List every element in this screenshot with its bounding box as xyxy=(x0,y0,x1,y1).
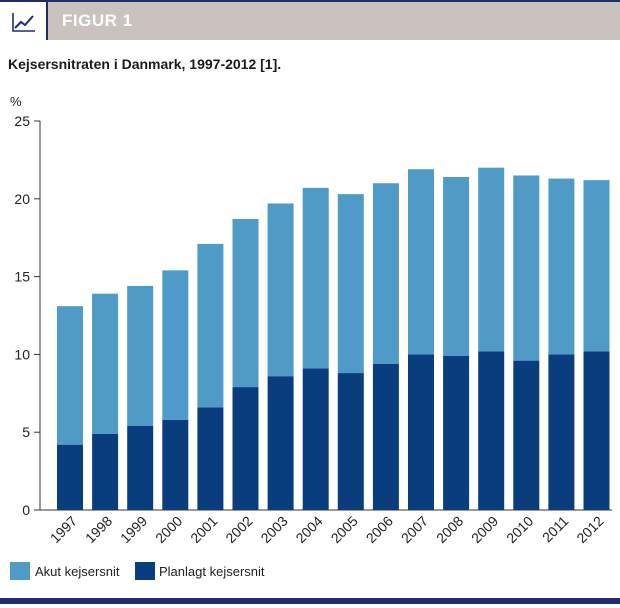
figure-header: FIGUR 1 xyxy=(0,0,620,40)
x-tick-label: 2008 xyxy=(433,513,466,546)
chart-subtitle: Kejsersnitraten i Danmark, 1997-2012 [1]… xyxy=(8,56,282,72)
bar-planlagt-2004 xyxy=(302,368,329,510)
x-tick-label: 2006 xyxy=(363,513,396,546)
x-tick-label: 1999 xyxy=(117,513,150,546)
x-tick-label: 2007 xyxy=(398,513,431,546)
bar-akut-2011 xyxy=(548,178,575,355)
bar-planlagt-2009 xyxy=(478,351,505,510)
bar-planlagt-2011 xyxy=(548,354,575,510)
bar-akut-2008 xyxy=(443,177,470,356)
bar-akut-2003 xyxy=(267,203,294,377)
bar-akut-2009 xyxy=(478,167,505,352)
x-tick-label: 2005 xyxy=(328,513,361,546)
bar-akut-2004 xyxy=(302,187,329,369)
bar-akut-2007 xyxy=(408,169,434,355)
bar-akut-2000 xyxy=(162,270,189,420)
y-tick-label: 5 xyxy=(22,424,30,440)
x-tick-label: 2012 xyxy=(573,513,606,546)
figure-title: FIGUR 1 xyxy=(62,11,133,30)
bar-planlagt-2005 xyxy=(337,373,364,510)
bar-planlagt-2000 xyxy=(162,419,189,510)
bar-akut-2012 xyxy=(583,180,610,352)
y-tick-label: 15 xyxy=(14,269,30,285)
bar-planlagt-2007 xyxy=(408,354,434,510)
x-tick-label: 1997 xyxy=(47,513,80,546)
footer-rule xyxy=(0,598,620,604)
y-axis-label: % xyxy=(10,94,22,109)
bar-planlagt-1998 xyxy=(92,433,119,510)
bar-planlagt-1999 xyxy=(127,425,154,510)
x-tick-label: 2002 xyxy=(222,513,255,546)
line-chart-icon xyxy=(0,2,48,40)
bar-planlagt-2006 xyxy=(372,363,399,510)
x-tick-label: 2003 xyxy=(257,513,290,546)
bar-planlagt-2010 xyxy=(513,360,540,510)
y-tick-label: 10 xyxy=(14,346,30,362)
bar-planlagt-2001 xyxy=(197,407,224,510)
legend-swatch-akut xyxy=(10,562,30,580)
bar-planlagt-1997 xyxy=(57,444,83,510)
bar-akut-1999 xyxy=(127,285,154,426)
y-tick-label: 0 xyxy=(22,502,30,518)
x-tick-label: 2004 xyxy=(292,513,325,546)
bar-planlagt-2012 xyxy=(583,351,610,510)
bar-planlagt-2002 xyxy=(232,387,259,510)
bar-akut-1998 xyxy=(92,293,119,434)
legend-swatch-planlagt xyxy=(135,562,155,580)
bar-akut-2001 xyxy=(197,243,224,408)
bar-planlagt-2003 xyxy=(267,376,294,510)
x-tick-label: 1998 xyxy=(82,513,115,546)
bar-akut-1997 xyxy=(57,306,83,445)
x-tick-label: 2001 xyxy=(187,513,220,546)
legend-label-akut: Akut kejsersnit xyxy=(35,564,120,579)
x-tick-label: 2009 xyxy=(468,513,501,546)
y-tick-label: 20 xyxy=(14,191,30,207)
bar-akut-2002 xyxy=(232,219,259,388)
legend-label-planlagt: Planlagt kejsersnit xyxy=(159,564,265,579)
bar-akut-2005 xyxy=(337,194,364,374)
bar-planlagt-2008 xyxy=(443,355,470,510)
x-tick-label: 2000 xyxy=(152,513,185,546)
bar-akut-2006 xyxy=(372,183,399,364)
x-tick-label: 2010 xyxy=(503,513,536,546)
bar-akut-2010 xyxy=(513,175,540,361)
y-tick-label: 25 xyxy=(14,113,30,129)
x-tick-label: 2011 xyxy=(539,513,572,546)
